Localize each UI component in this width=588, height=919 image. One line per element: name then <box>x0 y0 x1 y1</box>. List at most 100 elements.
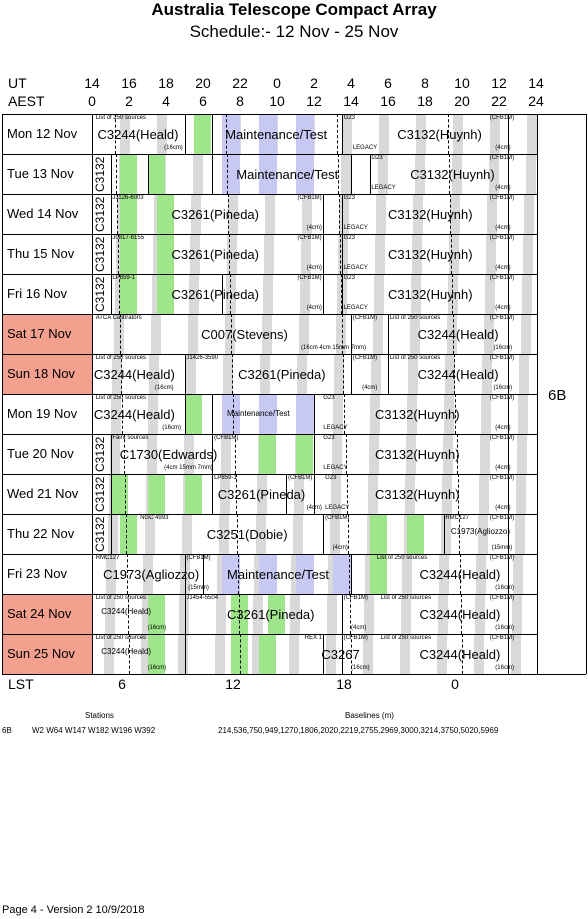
grid-row-line <box>2 114 537 115</box>
lst-band <box>415 114 426 154</box>
band-label: (4cm) <box>495 145 511 151</box>
ut-tick: 14 <box>84 75 100 91</box>
block-separator <box>508 394 510 434</box>
lst-marker <box>447 114 449 154</box>
lst-band <box>452 114 463 154</box>
cfb-label: (CFB1M) <box>489 275 515 281</box>
ut-tick: 4 <box>347 75 355 91</box>
lst-band <box>253 594 264 634</box>
legacy-label: LEGACY <box>343 225 368 231</box>
band-label: (16cm) <box>495 625 514 631</box>
lst-band <box>412 234 423 274</box>
lst-band <box>183 434 194 474</box>
block-separator <box>351 154 352 194</box>
green-band <box>406 514 424 554</box>
block-separator <box>212 474 214 514</box>
band-label: (16cm) <box>162 425 181 431</box>
maintenance-block: Maintenance/Test <box>236 167 339 182</box>
block-note: RMC127 <box>95 555 120 561</box>
green-band <box>193 114 211 154</box>
cfb-label: (CFB1M) <box>489 595 515 601</box>
project-block: C3261(Pineda) <box>171 287 259 302</box>
lst-band <box>370 394 381 434</box>
maintenance-block: Maintenance/Test <box>225 127 328 142</box>
lst-marker <box>230 274 232 314</box>
cfb-label: (CFB1M) <box>325 515 350 521</box>
ut-tick: 20 <box>195 75 211 91</box>
legacy-label: LEGACY <box>352 145 378 151</box>
green-band <box>147 594 165 634</box>
lavender-band <box>258 114 277 154</box>
lst-band <box>146 434 157 474</box>
lst-band <box>111 394 122 434</box>
rotated-project-label: C3132 <box>92 476 107 512</box>
lst-band <box>186 354 197 394</box>
lst-band <box>477 514 488 554</box>
block-separator <box>351 314 352 354</box>
block-separator <box>323 274 325 314</box>
ut-tick: 22 <box>232 75 248 91</box>
lst-marker <box>342 314 344 354</box>
lst-band <box>519 354 530 394</box>
lst-band <box>475 594 486 634</box>
maintenance-block: Maintenance/Test <box>227 409 290 418</box>
day-label: Wed 21 Nov <box>7 486 79 501</box>
cfb-label: (CFB1M) <box>297 195 322 201</box>
lavender-band <box>258 394 277 434</box>
grid-row-line <box>2 234 537 235</box>
block-note: J1454-5504 <box>186 595 219 601</box>
lst-band <box>371 354 382 394</box>
ut-tick: 16 <box>121 75 137 91</box>
block-separator <box>323 194 325 234</box>
project-block: C1973(Agliozzo) <box>103 567 200 582</box>
lst-band <box>364 594 375 634</box>
block-separator <box>388 314 389 354</box>
lst-band <box>478 474 489 514</box>
block-separator <box>314 394 315 434</box>
config-label: 6B <box>548 387 567 404</box>
band-label: (16cm) <box>495 665 514 671</box>
green-band <box>369 514 387 554</box>
project-block: C3244(Heald) <box>417 327 499 342</box>
grid-row-line <box>2 554 537 555</box>
cfb-label: (CFB1M) <box>489 235 515 241</box>
green-band <box>369 554 387 594</box>
lst-band <box>325 634 336 674</box>
block-note: Faint sources <box>112 435 149 441</box>
lst-band <box>518 394 529 434</box>
lst-band <box>214 634 225 674</box>
lst-marker <box>345 434 347 474</box>
block-separator <box>323 234 325 274</box>
green-band <box>119 234 137 274</box>
lst-marker <box>448 154 450 194</box>
lst-marker <box>225 114 227 154</box>
lst-marker <box>119 274 121 314</box>
band-label: (16cm) <box>147 625 167 631</box>
block-separator <box>221 274 223 314</box>
day-label: Thu 22 Nov <box>7 526 75 541</box>
block-note: J0817-6155 <box>112 235 145 241</box>
block-separator <box>508 634 510 674</box>
lst-band <box>329 514 340 554</box>
ut-tick: 0 <box>273 75 281 91</box>
lst-band <box>521 274 532 314</box>
day-label-cell <box>2 514 92 554</box>
block-separator <box>508 274 510 314</box>
lst-marker <box>233 394 235 434</box>
lst-band <box>227 234 238 274</box>
day-label-cell <box>2 434 92 474</box>
lst-band <box>405 434 416 474</box>
lavender-band <box>258 154 277 194</box>
lavender-band <box>295 154 314 194</box>
project-block: C3132(Huynh) <box>410 167 495 182</box>
lst-band <box>514 514 525 554</box>
lavender-band <box>295 554 314 594</box>
lst-band <box>438 594 449 634</box>
grid-row-line <box>2 434 537 435</box>
green-band <box>267 594 285 634</box>
lst-band <box>264 234 275 274</box>
green-band <box>295 434 313 474</box>
band-label: (16cm) <box>164 145 183 151</box>
lst-marker <box>344 394 346 434</box>
day-label-cell <box>2 114 92 154</box>
